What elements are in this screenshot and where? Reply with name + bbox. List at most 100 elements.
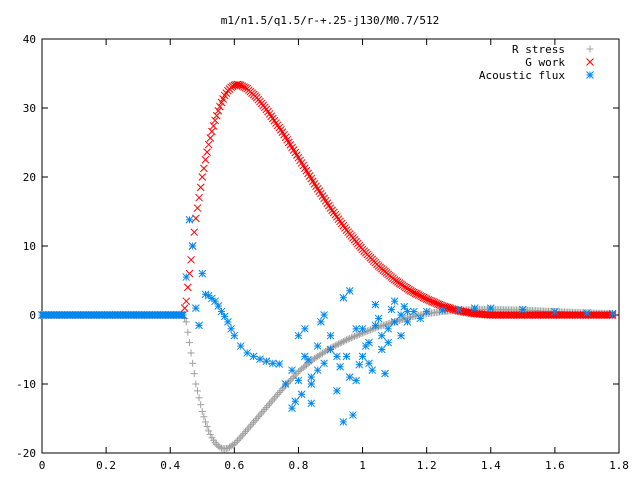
data-point: [339, 293, 348, 302]
data-point: [206, 134, 215, 142]
data-point: [195, 321, 203, 330]
chart-title: m1/n1.5/q1.5/r-+.25-j130/M0.7/512: [221, 14, 440, 27]
data-point: [183, 283, 192, 292]
data-point: [325, 201, 333, 210]
data-point: [400, 302, 409, 311]
data-point: [254, 413, 262, 421]
data-point: [248, 420, 256, 428]
data-point: [307, 373, 316, 381]
data-point: [335, 340, 343, 348]
data-point: [397, 331, 405, 340]
data-point: [192, 380, 200, 388]
data-point: [365, 338, 373, 347]
data-point: [343, 336, 351, 344]
data-point: [216, 443, 224, 451]
data-point: [272, 392, 280, 400]
data-point: [266, 400, 274, 408]
data-point: [365, 326, 373, 334]
data-point: [409, 307, 418, 316]
data-point: [204, 140, 213, 149]
data-point: [339, 337, 347, 345]
data-point: [197, 401, 205, 409]
data-point: [211, 439, 219, 447]
data-point: [338, 338, 346, 346]
data-point: [261, 405, 269, 413]
legend-label: G work: [525, 56, 565, 69]
data-point: [352, 332, 360, 340]
data-point: [267, 398, 275, 406]
data-point: [195, 193, 203, 202]
x-tick-label: 0.2: [96, 459, 116, 472]
data-point: [259, 407, 267, 415]
y-tick-label: 0: [29, 309, 36, 322]
data-point: [211, 116, 219, 125]
legend-label: R stress: [512, 43, 565, 56]
data-point: [180, 304, 189, 312]
data-point: [313, 184, 322, 193]
data-point: [320, 359, 328, 368]
data-point: [351, 332, 359, 340]
data-point: [243, 426, 251, 434]
data-point: [187, 349, 195, 357]
data-point: [352, 376, 360, 385]
data-point: [258, 409, 266, 417]
legend-marker: [586, 45, 594, 53]
x-tick-label: 0.8: [289, 459, 309, 472]
data-point: [355, 360, 364, 369]
data-point: [177, 311, 186, 319]
data-point: [583, 309, 591, 317]
data-point: [203, 148, 211, 157]
data-point: [293, 369, 301, 377]
data-point: [318, 192, 327, 200]
data-point: [190, 228, 199, 237]
y-tick-label: 20: [23, 171, 36, 184]
legend-marker: [586, 71, 594, 79]
data-point: [390, 318, 399, 326]
data-point: [200, 164, 208, 173]
data-point: [374, 314, 383, 323]
data-point: [200, 413, 208, 421]
data-point: [333, 352, 341, 361]
x-axis: 0 0.2 0.4 0.6 0.8 1 1.2 1.4 1.6 1.8: [39, 39, 629, 472]
data-point: [486, 304, 495, 312]
data-point: [346, 334, 354, 342]
data-point: [251, 417, 259, 425]
data-point: [253, 415, 261, 423]
data-point: [185, 339, 193, 347]
data-point: [185, 215, 194, 224]
data-point: [367, 326, 375, 334]
legend-label: Acoustic flux: [479, 69, 565, 82]
data-point: [358, 352, 367, 361]
data-point: [384, 324, 393, 333]
data-point: [307, 380, 316, 388]
y-tick-label: -20: [16, 447, 36, 460]
data-point: [365, 359, 373, 368]
data-point: [384, 338, 393, 347]
data-point: [345, 373, 354, 381]
data-point: [243, 349, 252, 357]
x-tick-label: 1.6: [545, 459, 565, 472]
data-point: [331, 342, 339, 350]
data-point: [352, 324, 360, 333]
data-point: [290, 373, 298, 381]
data-point: [234, 437, 242, 445]
data-point: [230, 440, 238, 448]
data-point: [196, 183, 205, 192]
data-point: [201, 418, 209, 426]
data-point: [250, 418, 258, 426]
data-point: [275, 389, 283, 397]
data-point: [281, 380, 290, 388]
data-point: [206, 430, 214, 438]
data-point: [182, 273, 191, 281]
x-tick-label: 1.8: [609, 459, 629, 472]
data-point: [341, 337, 349, 345]
x-tick-label: 0.4: [160, 459, 180, 472]
data-point: [188, 242, 197, 250]
data-point: [198, 173, 207, 181]
data-point: [438, 306, 447, 315]
data-point: [349, 333, 357, 341]
data-point: [189, 359, 197, 367]
data-point: [422, 307, 431, 316]
